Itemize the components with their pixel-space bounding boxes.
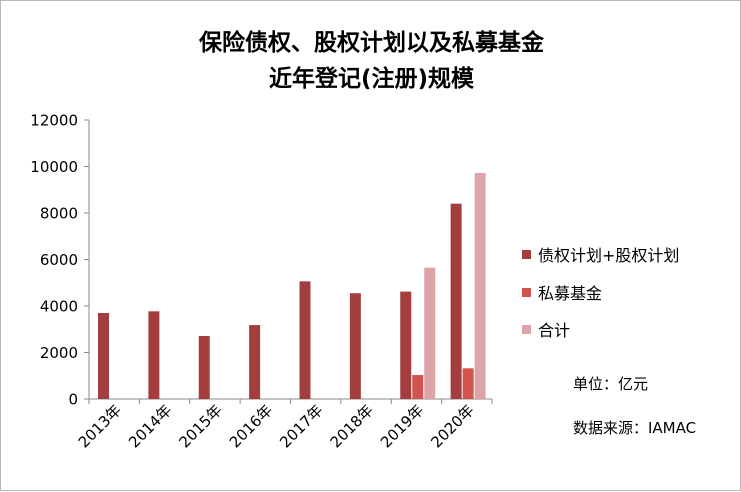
x-tick-label: 2018年: [327, 401, 377, 451]
legend-item-debt-equity: 债权计划+股权计划: [522, 244, 680, 265]
bar-2014年-债权计划+股权计划: [148, 311, 160, 399]
legend-label-debt-equity: 债权计划+股权计划: [538, 246, 680, 265]
y-tick-label: 4000: [40, 298, 78, 316]
bar-2020年-私募基金: [462, 368, 474, 399]
y-tick-label: 10000: [30, 158, 78, 176]
chart-subtitle: 近年登记(注册)规模: [268, 66, 475, 92]
source-note: 数据来源：IAMAC: [573, 419, 697, 437]
y-tick-label: 8000: [40, 205, 78, 223]
x-tick-label: 2013年: [75, 401, 125, 451]
legend-swatch-private-fund: [522, 287, 531, 297]
legend-swatch-total: [522, 324, 531, 334]
bars: [98, 173, 486, 399]
bar-2013年-债权计划+股权计划: [98, 312, 109, 399]
y-tick-label: 2000: [40, 344, 78, 362]
bar-2019年-私募基金: [412, 375, 424, 399]
bar-2019年-合计: [424, 267, 436, 399]
y-tick-label: 12000: [30, 112, 78, 130]
legend-label-total: 合计: [538, 321, 571, 340]
bar-2015年-债权计划+股权计划: [198, 335, 210, 399]
bar-2020年-合计: [474, 173, 486, 399]
bar-2019年-债权计划+股权计划: [400, 291, 412, 399]
chart-title: 保险债权、股权计划以及私募基金: [199, 30, 544, 56]
y-tick-label: 0: [68, 391, 78, 409]
bar-2016年-债权计划+股权计划: [249, 325, 261, 399]
y-tick-label: 6000: [40, 251, 78, 269]
bar-2020年-债权计划+股权计划: [450, 203, 462, 399]
x-tick-label: 2016年: [226, 401, 276, 451]
legend-label-private-fund: 私募基金: [538, 284, 603, 303]
x-tick-label: 2019年: [377, 401, 427, 451]
legend-item-private-fund: 私募基金: [522, 282, 603, 303]
bar-2017年-债权计划+股权计划: [299, 281, 311, 399]
bar-2018年-债权计划+股权计划: [349, 293, 361, 399]
legend-item-total: 合计: [522, 319, 571, 340]
x-tick-label: 2015年: [175, 401, 225, 451]
x-tick-label: 2017年: [276, 401, 326, 451]
legend-swatch-debt-equity: [522, 249, 531, 259]
x-tick-label: 2014年: [125, 401, 175, 451]
x-tick-label: 2020年: [427, 401, 477, 451]
unit-note: 单位：亿元: [573, 375, 649, 393]
